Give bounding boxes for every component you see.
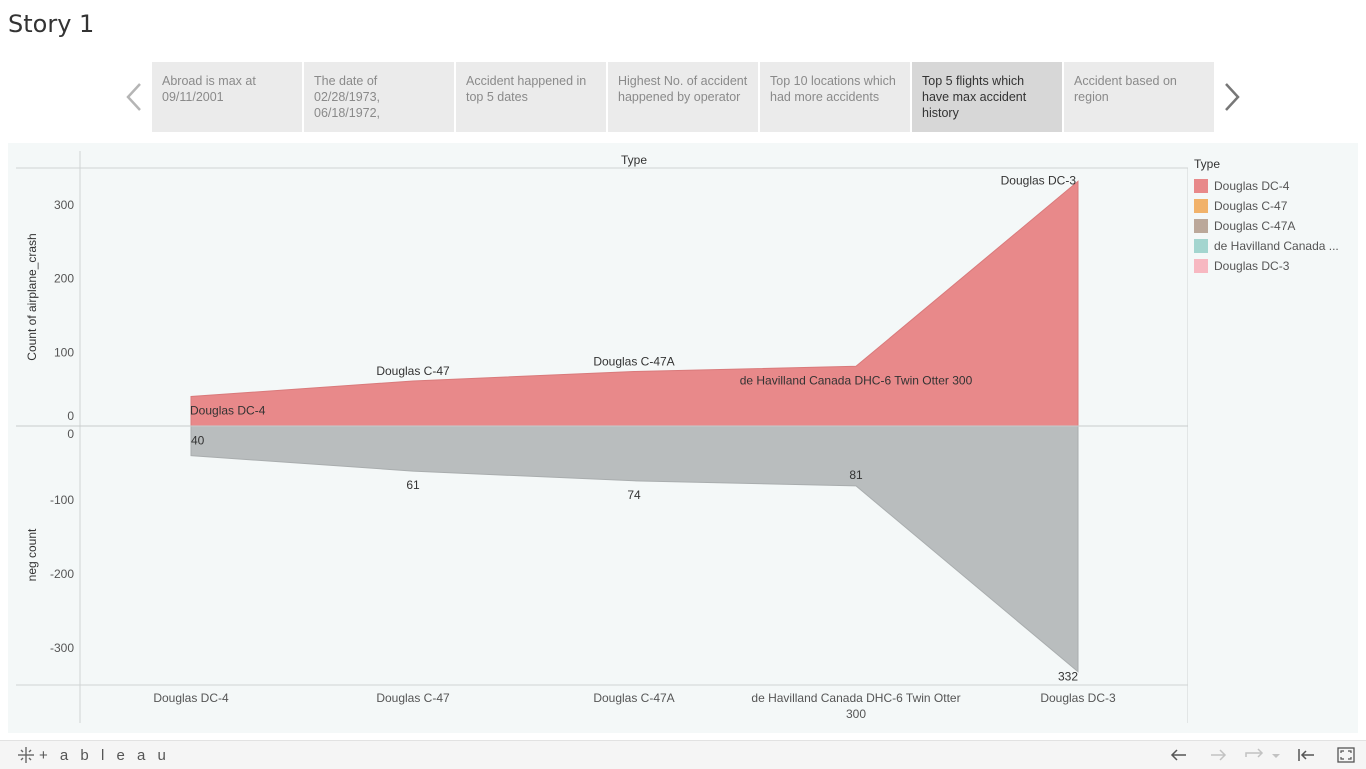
story-point-1[interactable]: Abroad is max at 09/11/2001 — [152, 62, 302, 132]
y-tick-label: 0 — [67, 427, 74, 441]
x-tick-label: Douglas C-47 — [376, 691, 450, 705]
data-label: Douglas DC-3 — [1001, 173, 1077, 187]
arrow-right-icon — [1211, 749, 1227, 761]
chart-header: Type — [621, 153, 647, 167]
x-tick-label: de Havilland Canada DHC-6 Twin Otter — [751, 691, 960, 705]
story-point-6[interactable]: Top 5 flights which have max accident hi… — [912, 62, 1062, 132]
tableau-logo[interactable]: + a b l e a u — [17, 746, 170, 764]
x-tick-label: 300 — [846, 707, 866, 721]
x-tick-label: Douglas DC-4 — [153, 691, 229, 705]
story-point-7[interactable]: Accident based on region — [1064, 62, 1214, 132]
y-axis-label: Count of airplane_crash — [25, 233, 39, 360]
legend-title: Type — [1194, 157, 1221, 171]
y-tick-label: 200 — [54, 272, 74, 286]
y-tick-label: 0 — [67, 409, 74, 423]
story-point-4[interactable]: Highest No. of accident happened by oper… — [608, 62, 758, 132]
legend-item[interactable]: Douglas DC-3 — [1194, 256, 1354, 276]
x-tick-label: Douglas DC-3 — [1040, 691, 1116, 705]
reset-button[interactable] — [1295, 745, 1317, 765]
data-label: 332 — [1058, 670, 1078, 684]
legend-item[interactable]: Douglas C-47A — [1194, 216, 1354, 236]
y-tick-label: -100 — [50, 493, 74, 507]
legend-label: Douglas DC-3 — [1214, 259, 1290, 273]
bottom-toolbar: + a b l e a u — [0, 740, 1366, 769]
chevron-right-icon — [1225, 83, 1240, 111]
data-label: Douglas DC-4 — [190, 404, 266, 418]
undo-button[interactable] — [1168, 745, 1190, 765]
area-series-count — [190, 180, 1079, 427]
legend-swatch — [1194, 199, 1208, 213]
data-label: de Havilland Canada DHC-6 Twin Otter 300 — [740, 373, 973, 387]
data-label: 81 — [849, 468, 863, 482]
fullscreen-icon — [1337, 747, 1355, 763]
visualization-area: Type 0 100 200 300 0 -100 -200 -300 Count of airp… — [8, 143, 1358, 733]
legend-item[interactable]: de Havilland Canada ... — [1194, 236, 1354, 256]
legend: Type Douglas DC-4 Douglas C-47 Douglas C… — [1194, 157, 1354, 276]
legend-swatch — [1194, 179, 1208, 193]
data-label: Douglas C-47A — [593, 354, 674, 368]
story-point-2[interactable]: The date of 02/28/1973, 06/18/1972, — [304, 62, 454, 132]
data-label: Douglas C-47 — [376, 364, 450, 378]
legend-label: Douglas C-47 — [1214, 199, 1288, 213]
legend-label: Douglas C-47A — [1214, 219, 1296, 233]
legend-label: Douglas DC-4 — [1214, 179, 1290, 193]
legend-swatch — [1194, 239, 1208, 253]
area-series-neg-count — [190, 425, 1079, 673]
legend-swatch — [1194, 259, 1208, 273]
y-tick-label: -200 — [50, 567, 74, 581]
legend-swatch — [1194, 219, 1208, 233]
legend-item[interactable]: Douglas C-47 — [1194, 196, 1354, 216]
revert-button[interactable] — [1241, 745, 1285, 765]
story-title: Story 1 — [8, 10, 95, 38]
reset-icon — [1298, 749, 1314, 761]
y-tick-label: -300 — [50, 641, 74, 655]
previous-story-point-button[interactable] — [114, 62, 154, 132]
next-story-point-button[interactable] — [1212, 62, 1252, 132]
data-label: 61 — [406, 478, 420, 492]
legend-item[interactable]: Douglas DC-4 — [1194, 176, 1354, 196]
area-chart[interactable]: Type 0 100 200 300 0 -100 -200 -300 Count of airp… — [8, 143, 1188, 733]
data-label: 40 — [191, 434, 205, 448]
arrow-left-icon — [1170, 749, 1186, 761]
full-screen-button[interactable] — [1335, 745, 1357, 765]
tableau-wordmark: + a b l e a u — [39, 746, 170, 764]
x-tick-label: Douglas C-47A — [593, 691, 674, 705]
y-tick-label: 300 — [54, 198, 74, 212]
tableau-cross-icon — [18, 747, 34, 763]
story-point-5[interactable]: Top 10 locations which had more accident… — [760, 62, 910, 132]
y-axis-label: neg count — [25, 528, 39, 581]
chevron-left-icon — [126, 83, 141, 111]
redo-button[interactable] — [1207, 745, 1229, 765]
story-points: Abroad is max at 09/11/2001 The date of … — [152, 62, 1214, 132]
data-label: 74 — [627, 488, 641, 502]
y-tick-label: 100 — [54, 345, 74, 359]
revert-icon — [1245, 748, 1280, 758]
story-point-3[interactable]: Accident happened in top 5 dates — [456, 62, 606, 132]
legend-label: de Havilland Canada ... — [1214, 239, 1339, 253]
